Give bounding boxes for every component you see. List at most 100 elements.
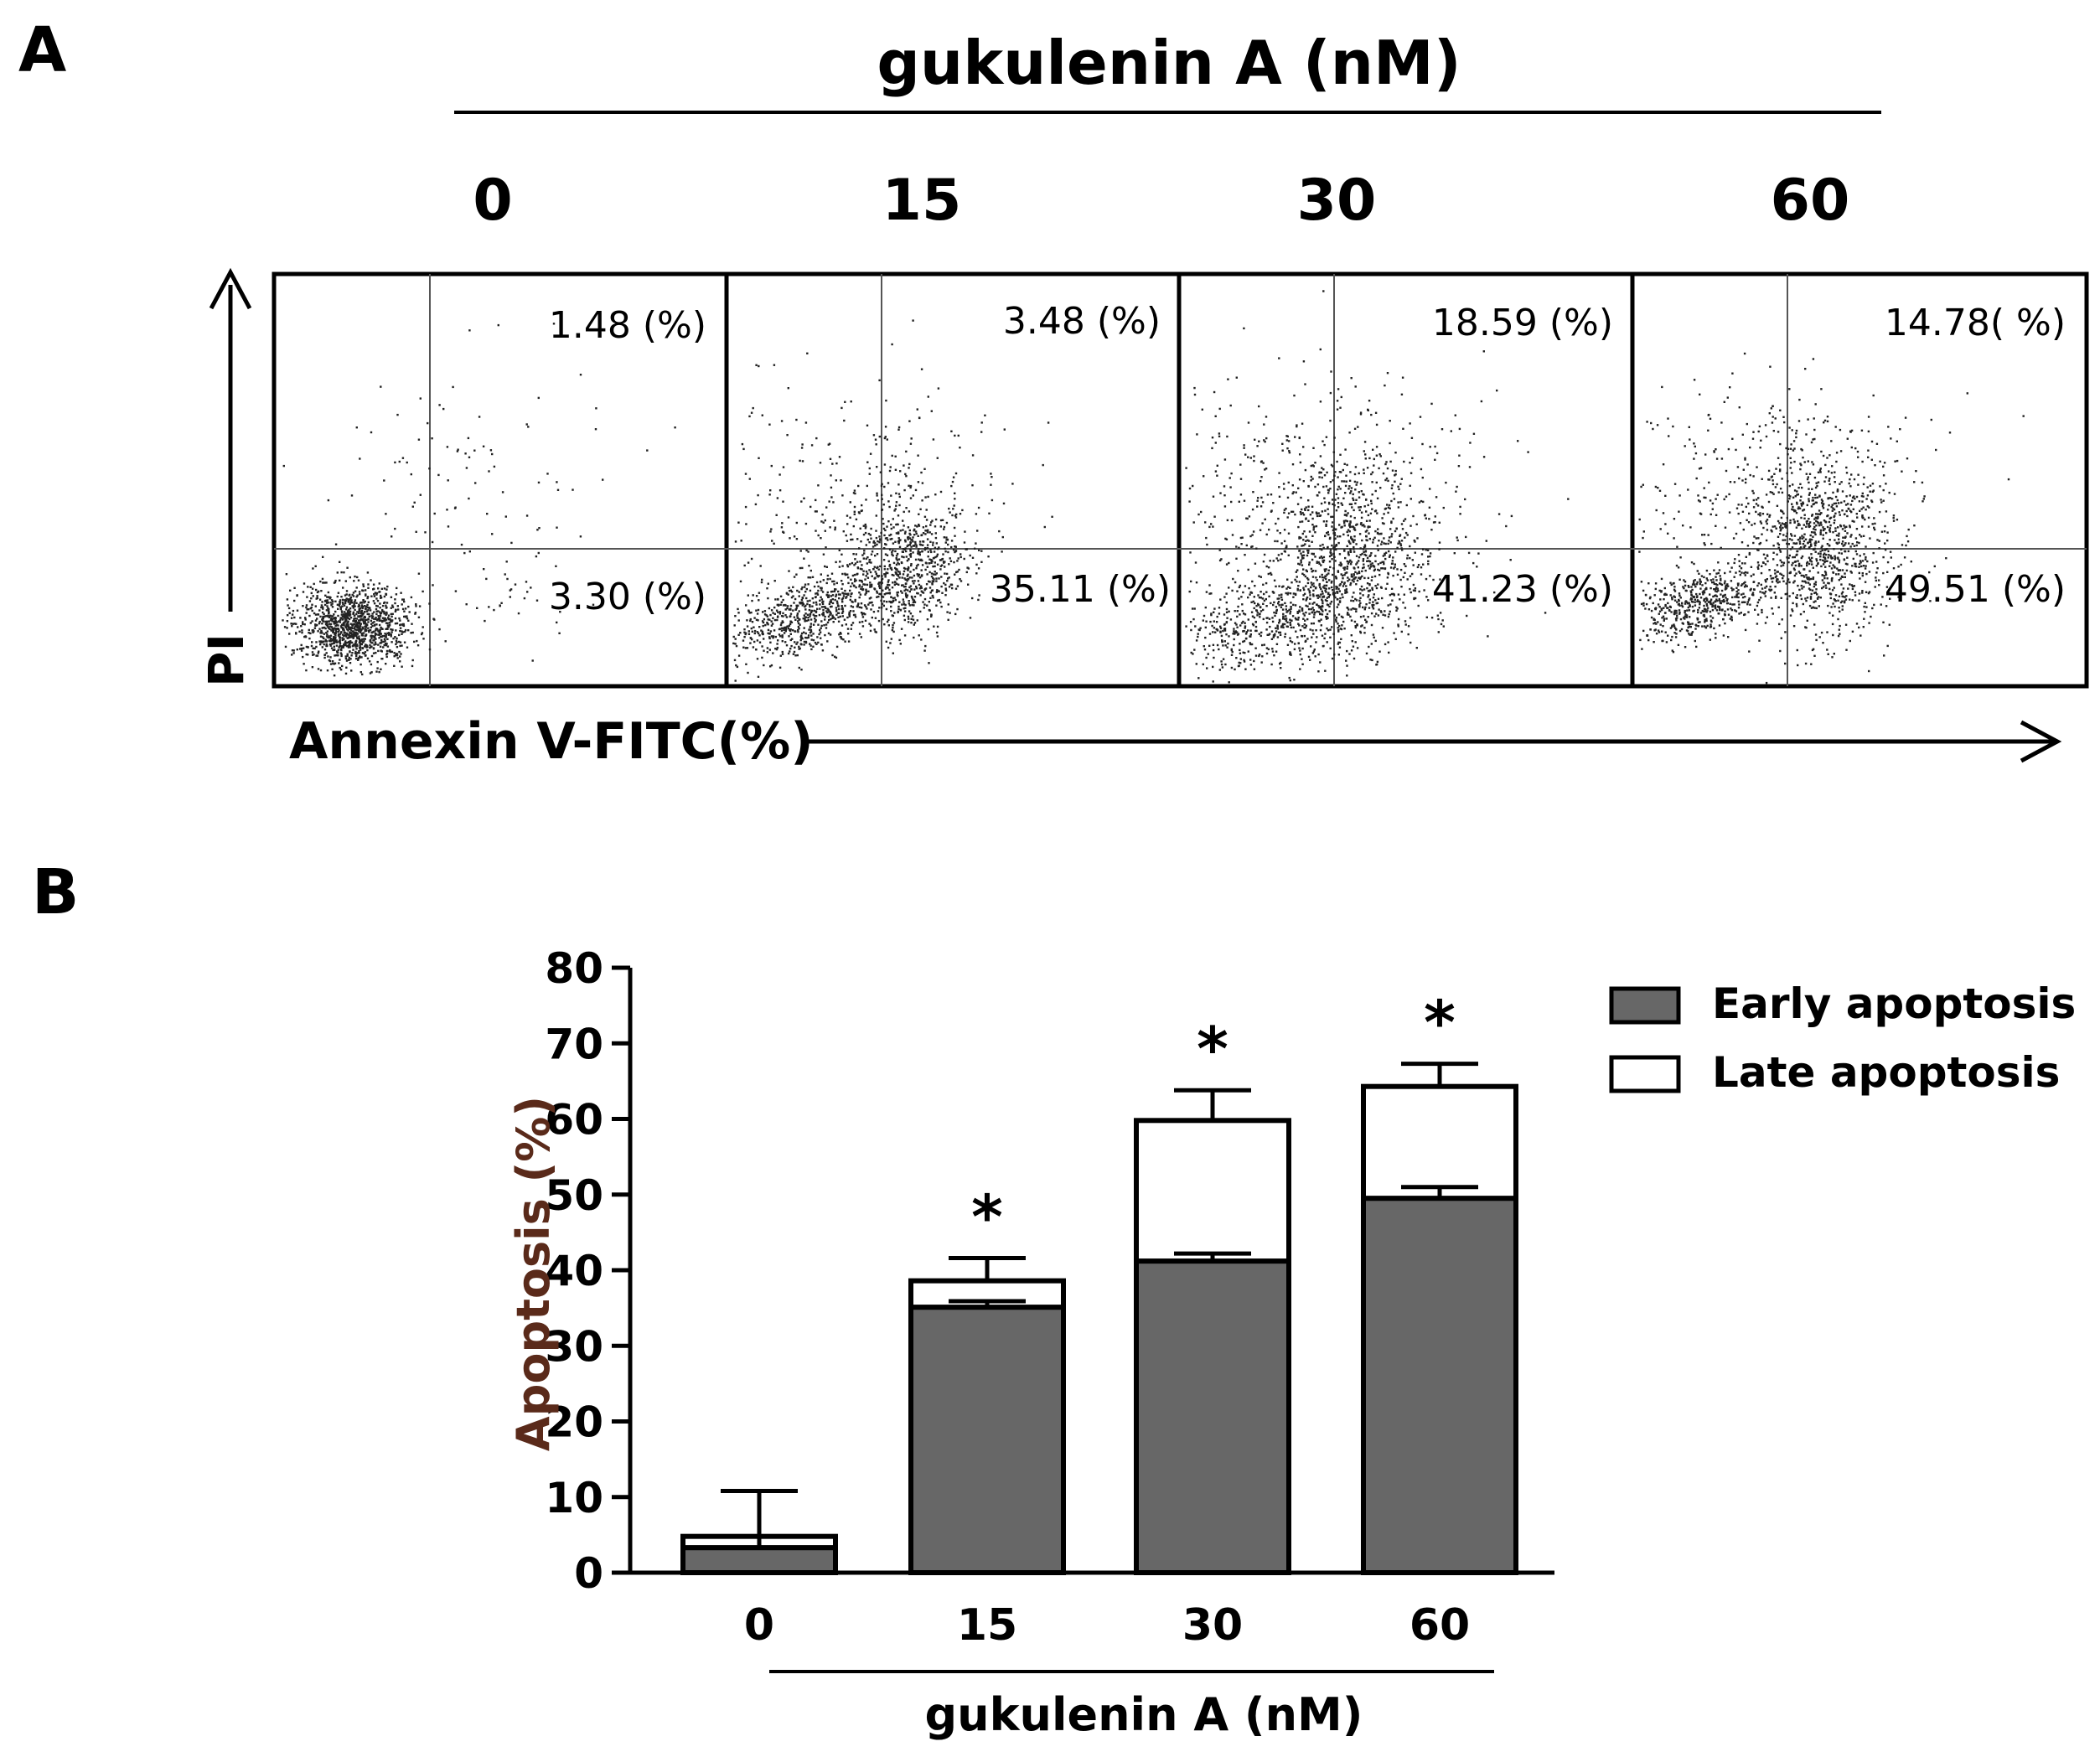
flow-dot-panel-1	[884, 529, 887, 532]
flow-dot-panel-1	[977, 567, 980, 570]
flow-dot-panel-1	[908, 618, 910, 620]
flow-dot-panel-2	[1221, 639, 1223, 642]
flow-dot-panel-0	[356, 611, 359, 613]
flow-dot-panel-1	[846, 573, 849, 576]
flow-dot-panel-2	[1309, 659, 1311, 661]
flow-dot-panel-1	[838, 456, 841, 458]
flow-dot-panel-2	[1254, 602, 1256, 605]
flow-dot-panel-2	[1263, 423, 1265, 426]
flow-dot-panel-0	[348, 613, 351, 616]
flow-dot-panel-1	[816, 592, 819, 595]
flow-dot-panel-1	[845, 623, 847, 626]
flow-dot-panel-2	[1341, 504, 1344, 506]
flow-dot-panel-1	[904, 530, 907, 533]
flow-dot-panel-0	[387, 626, 391, 628]
flow-dot-panel-2	[1337, 613, 1341, 616]
flow-dot-panel-1	[940, 585, 943, 588]
flow-dot-panel-2	[1211, 624, 1213, 628]
flow-dot-panel-0	[349, 628, 351, 630]
flow-dot-panel-2	[1420, 566, 1423, 569]
flow-dot-panel-1	[846, 514, 849, 517]
flow-dot-panel-1	[854, 616, 857, 618]
flow-dot-panel-1	[898, 571, 901, 573]
flow-dot-panel-0	[431, 540, 434, 544]
flow-dot-panel-1	[903, 601, 905, 603]
flow-dot-panel-1	[876, 466, 878, 468]
flow-dot-panel-2	[1331, 558, 1333, 561]
flow-dot-panel-1	[833, 583, 835, 586]
flow-dot-panel-1	[959, 556, 962, 559]
flow-dot-panel-1	[866, 538, 869, 541]
flow-dot-panel-1	[876, 492, 878, 494]
flow-dot-panel-2	[1335, 620, 1337, 623]
flow-dot-panel-1	[824, 633, 826, 637]
flow-dot-panel-1	[956, 607, 959, 611]
flow-dot-panel-3	[1686, 630, 1689, 633]
flow-dot-panel-1	[870, 608, 872, 611]
flow-dot-panel-2	[1196, 433, 1198, 436]
flow-dot-panel-0	[380, 587, 383, 590]
flow-dot-panel-0	[417, 616, 421, 618]
flow-dot-panel-2	[1242, 651, 1244, 654]
flow-dot-panel-3	[1650, 609, 1653, 612]
flow-dot-panel-0	[375, 612, 378, 616]
flow-dot-panel-0	[310, 592, 313, 595]
flow-dot-panel-1	[917, 481, 920, 483]
flow-dot-panel-1	[883, 463, 887, 466]
flow-dot-panel-1	[910, 539, 913, 541]
flow-dot-panel-3	[1690, 586, 1693, 588]
flow-dot-panel-0	[366, 657, 370, 660]
flow-dot-panel-1	[920, 587, 923, 589]
flow-dot-panel-1	[835, 613, 838, 616]
flow-dot-panel-2	[1323, 587, 1326, 590]
flow-dot-panel-2	[1355, 583, 1358, 586]
flow-dot-panel-0	[354, 621, 357, 623]
flow-dot-panel-1	[892, 624, 894, 627]
flow-dot-panel-1	[859, 561, 861, 563]
flow-dot-panel-1	[897, 570, 899, 573]
flow-dot-panel-3	[1715, 637, 1717, 639]
flow-dot-panel-1	[944, 583, 947, 587]
flow-dot-panel-1	[790, 596, 794, 599]
flow-dot-panel-0	[345, 632, 349, 635]
flow-dot-panel-2	[1312, 633, 1315, 635]
flow-dot-panel-2	[1380, 567, 1383, 570]
flow-dot-panel-1	[910, 545, 913, 548]
flow-dot-panel-0	[427, 421, 429, 425]
flow-dot-panel-2	[1353, 657, 1356, 660]
flow-dot-panel-2	[1318, 476, 1321, 478]
flow-dot-panel-1	[909, 612, 913, 615]
flow-dot-panel-0	[325, 609, 328, 612]
flow-dot-panel-2	[1286, 435, 1289, 438]
flow-dot-panel-1	[864, 523, 866, 526]
flow-dot-panel-2	[1195, 581, 1198, 584]
flow-dot-panel-2	[1234, 668, 1236, 671]
flow-dot-panel-2	[1240, 622, 1244, 624]
flow-dot-panel-0	[310, 597, 313, 600]
flow-dot-panel-1	[809, 569, 812, 572]
flow-dot-panel-3	[1710, 620, 1713, 623]
flow-dot-panel-2	[1356, 561, 1358, 564]
flow-dot-panel-2	[1409, 617, 1412, 619]
flow-dot-panel-3	[1709, 619, 1713, 622]
flow-dot-panel-1	[856, 567, 860, 570]
flow-dot-panel-1	[846, 593, 849, 596]
flow-dot-panel-1	[877, 610, 880, 612]
flow-dot-panel-0	[340, 653, 343, 656]
flow-dot-panel-2	[1544, 612, 1547, 614]
flow-dot-panel-0	[348, 618, 351, 621]
flow-dot-panel-1	[1043, 525, 1046, 529]
flow-dot-panel-0	[322, 556, 324, 558]
flow-dot-panel-2	[1396, 573, 1399, 576]
flow-dot-panel-2	[1288, 676, 1291, 680]
flow-dot-panel-0	[340, 610, 344, 612]
flow-dot-panel-2	[1317, 604, 1320, 607]
flow-dot-panel-1	[824, 519, 826, 522]
flow-dot-panel-2	[1298, 550, 1301, 552]
flow-dot-panel-2	[1322, 556, 1326, 559]
flow-dot-panel-0	[357, 629, 360, 633]
flow-dot-panel-1	[782, 621, 784, 623]
flow-dot-panel-1	[854, 492, 856, 495]
flow-dot-panel-0	[304, 618, 307, 621]
